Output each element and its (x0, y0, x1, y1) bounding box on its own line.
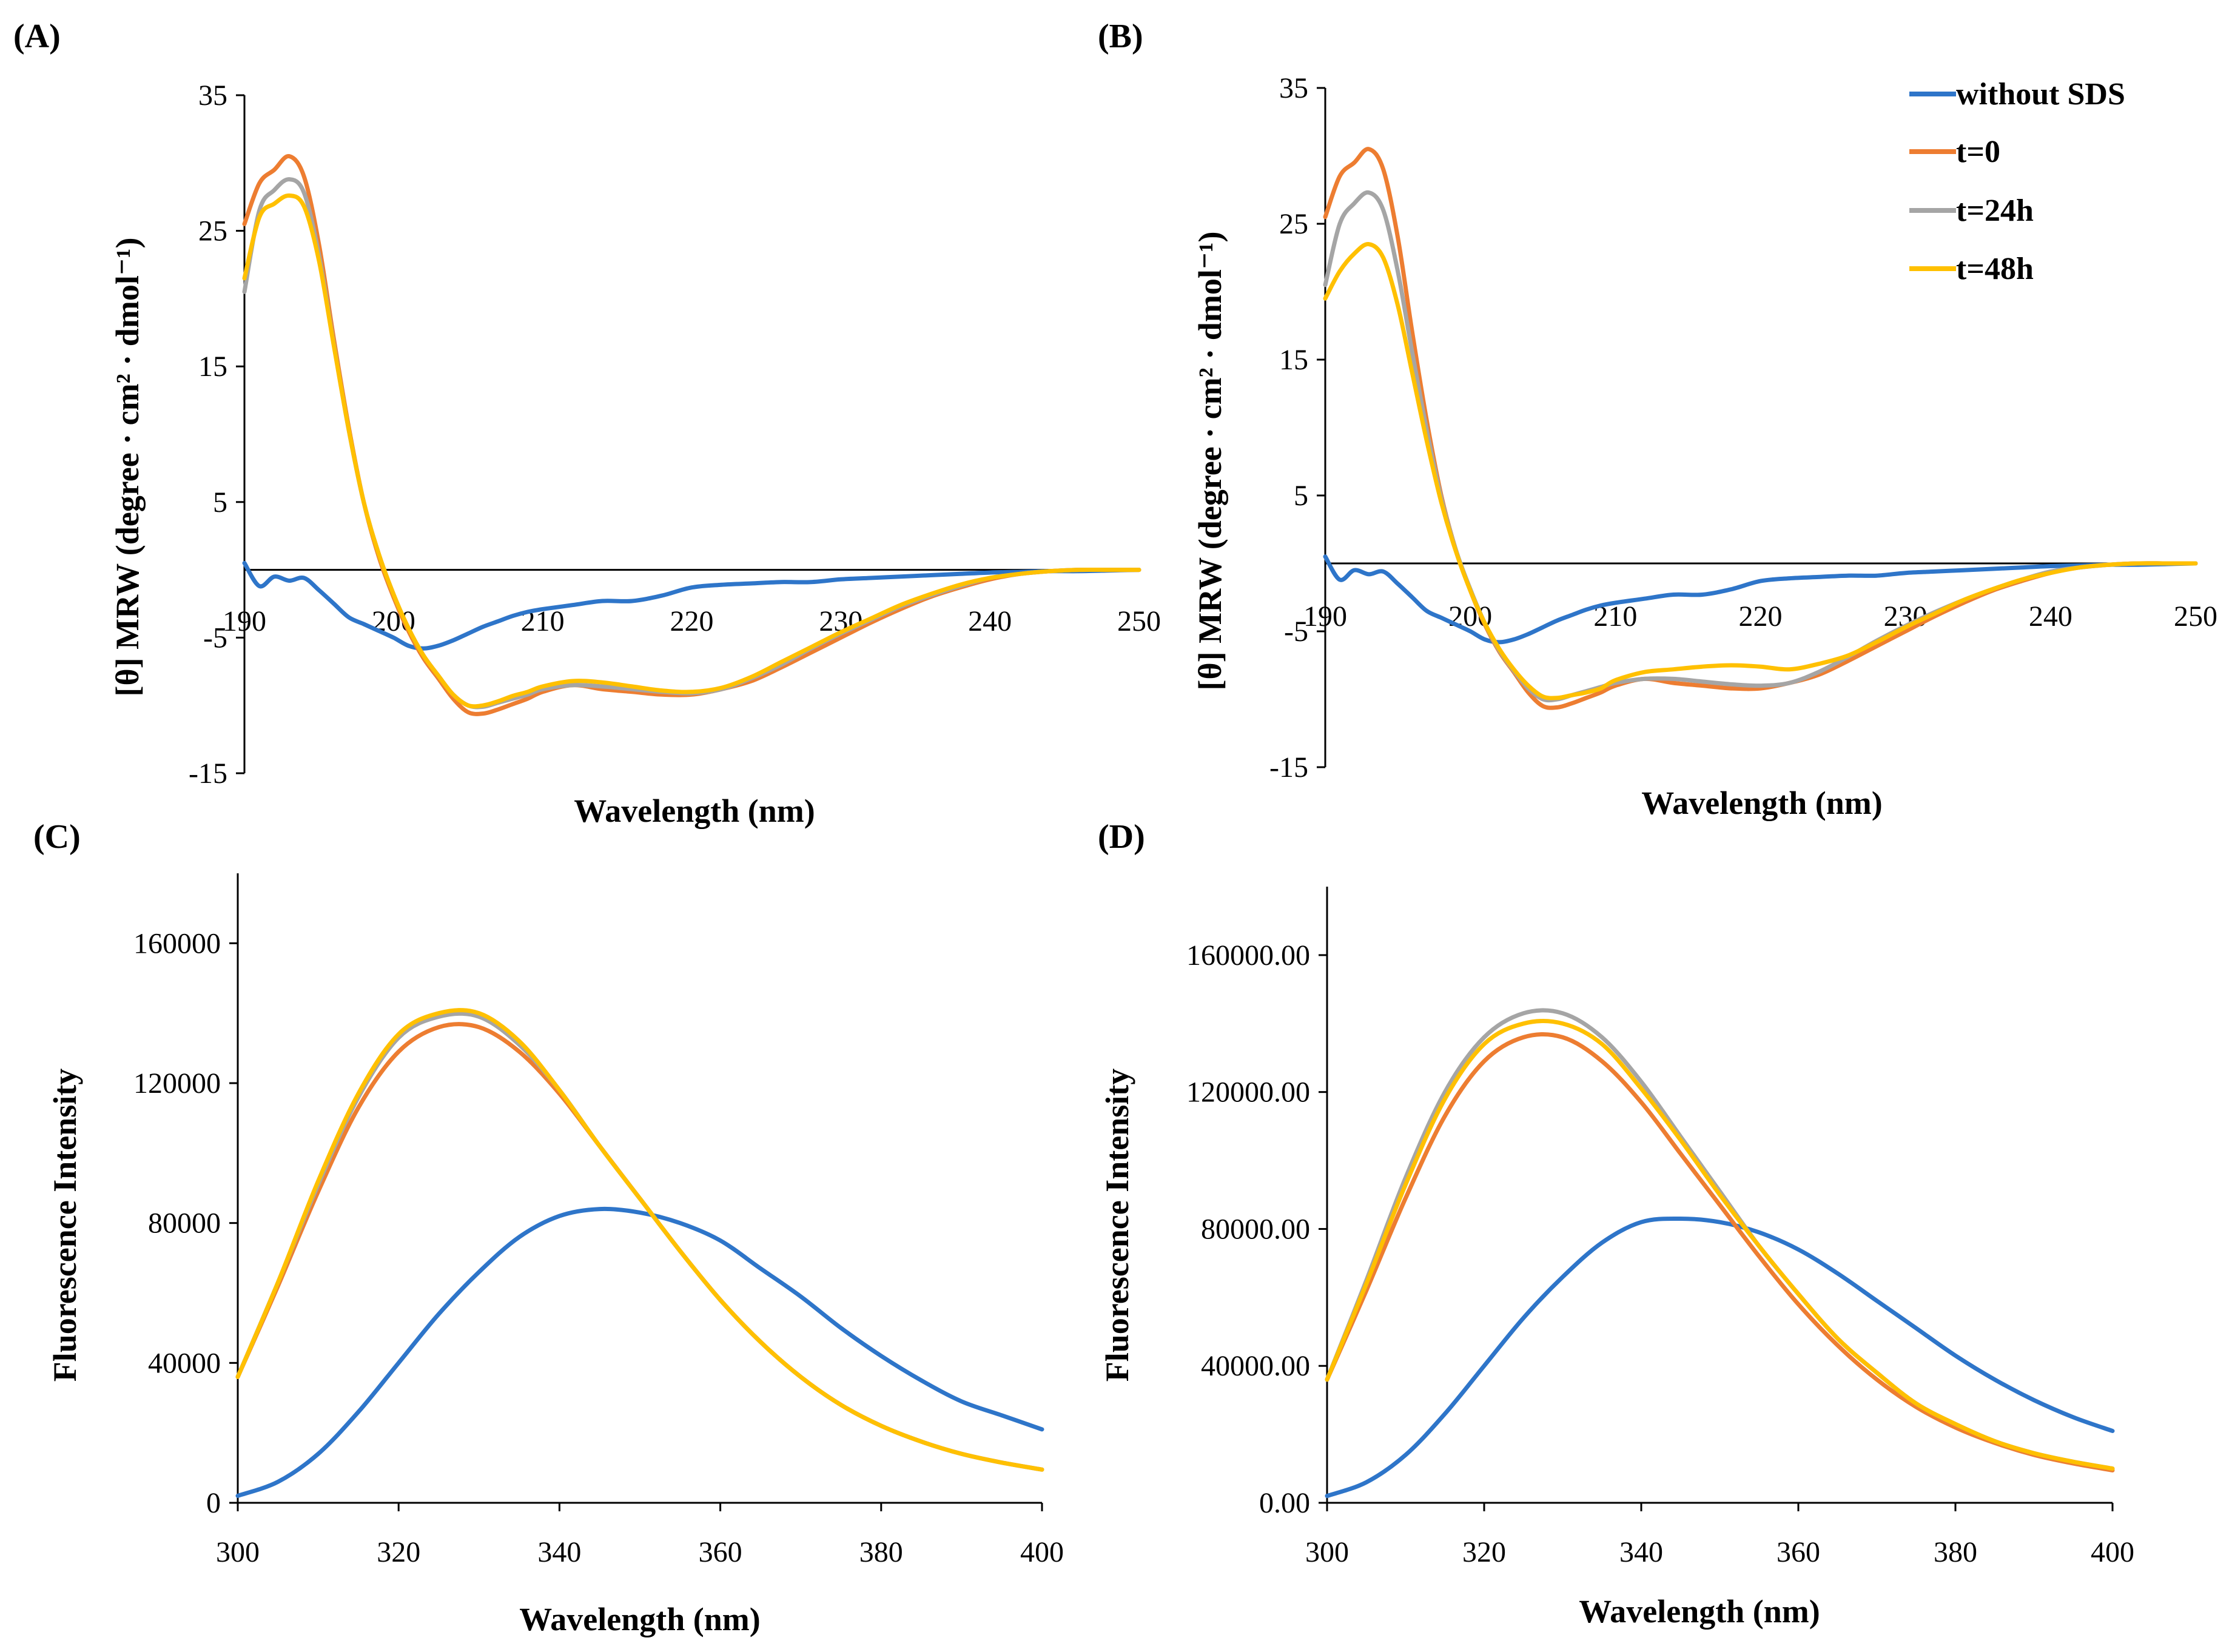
panel-b-y-axis-label: [θ] MRW (degree · cm² · dmol⁻¹) (1192, 231, 1228, 690)
legend-label-t48h: t=48h (1956, 252, 2034, 286)
panel-c-label: (C) (33, 818, 81, 856)
panel-c-x-tick-label: 360 (699, 1536, 742, 1568)
panel-c-y-tick-label: 0 (206, 1487, 221, 1519)
panel-a-x-axis-label: Wavelength (nm) (574, 793, 815, 829)
panel-a-y-axis-label: [θ] MRW (degree · cm² · dmol⁻¹) (109, 237, 146, 696)
panel-b-series-t48h (1323, 242, 2198, 700)
panel-d-x-tick-label: 340 (1619, 1536, 1663, 1568)
panel-b-y-tick-label: 5 (1294, 480, 1308, 512)
panel-d-y-tick-label: 40000.00 (1201, 1350, 1310, 1382)
panel-a-x-tick-label: 240 (968, 605, 1012, 637)
panel-d-y-tick-label: 80000.00 (1201, 1213, 1310, 1245)
panel-d-series-t48h (1325, 1019, 2115, 1471)
panel-c-x-axis-label: Wavelength (nm) (519, 1601, 761, 1637)
panel-b-y-tick-label: 35 (1279, 72, 1308, 104)
panel-c-x-tick-label: 340 (537, 1536, 581, 1568)
panel-d-x-tick-label: 320 (1462, 1536, 1506, 1568)
panel-d-label: (D) (1098, 818, 1145, 856)
panel-a-y-tick-label: -15 (189, 757, 227, 790)
panel-c-x-tick-label: 400 (1020, 1536, 1064, 1568)
panel-a-label: (A) (13, 18, 61, 55)
panel-a-x-tick-label: 220 (670, 605, 714, 637)
panel-d-x-axis-label: Wavelength (nm) (1579, 1593, 1820, 1630)
panel-a-y-tick-label: 35 (198, 79, 227, 112)
panel-b-y-tick-label: -15 (1269, 751, 1308, 784)
panel-d-x-tick-label: 360 (1777, 1536, 1820, 1568)
panel-d-y-tick-label: 0.00 (1259, 1487, 1310, 1519)
panel-c-series-t24h (235, 1011, 1044, 1472)
panel-c-x-tick-label: 380 (859, 1536, 903, 1568)
panel-c: (C) Wavelength (nm) Fluorescence Intensi… (33, 818, 1064, 1637)
panel-c-x-tick-label: 320 (377, 1536, 420, 1568)
panel-d-series-without-sds (1325, 1216, 2115, 1499)
panel-c-y-tick-label: 40000 (148, 1347, 221, 1379)
panel-a: (A) Wavelength (nm) [θ] MRW (degree · cm… (13, 18, 1161, 829)
legend-label-without-sds: without SDS (1956, 77, 2125, 112)
panel-b-y-tick-label: 25 (1279, 208, 1308, 240)
panel-b-y-tick-label: 15 (1279, 344, 1308, 376)
panel-a-y-tick-label: -5 (203, 622, 227, 654)
panel-c-y-tick-label: 80000 (148, 1207, 221, 1240)
panel-b-x-tick-label: 240 (2029, 600, 2072, 633)
panel-d-series-t0 (1325, 1032, 2115, 1472)
panel-c-y-tick-label: 120000 (133, 1067, 221, 1100)
panel-b-y-tick-label: -5 (1284, 616, 1308, 648)
panel-a-y-tick-label: 25 (198, 215, 227, 247)
panel-c-series-t48h (235, 1008, 1044, 1472)
panel-c-y-axis-label: Fluorescence Intensity (47, 1069, 83, 1382)
panel-b-x-tick-label: 250 (2174, 600, 2217, 633)
panel-d-x-tick-label: 300 (1305, 1536, 1349, 1568)
panel-d-y-tick-label: 160000.00 (1186, 939, 1310, 972)
panel-a-series-t48h (242, 193, 1141, 709)
panel-d-series-t24h (1325, 1008, 2115, 1471)
panel-d-x-tick-label: 400 (2091, 1536, 2134, 1568)
panel-a-x-tick-label: 250 (1117, 605, 1161, 637)
panel-c-series-without-sds (235, 1206, 1044, 1498)
panel-d: (D) Wavelength (nm) Fluorescence Intensi… (1098, 818, 2134, 1630)
panel-d-y-tick-label: 120000.00 (1186, 1076, 1310, 1109)
panel-b-x-tick-label: 220 (1739, 600, 1783, 633)
panel-a-y-tick-label: 5 (213, 486, 227, 519)
panel-a-series-without-sds (242, 560, 1141, 651)
panel-b: (B) Wavelength (nm) [θ] MRW (degree · cm… (1098, 18, 2217, 821)
panel-d-y-axis-label: Fluorescence Intensity (1099, 1069, 1135, 1382)
panel-b-series-without-sds (1323, 554, 2198, 645)
panel-d-x-tick-label: 380 (1934, 1536, 1977, 1568)
panel-b-x-tick-label: 190 (1303, 600, 1347, 633)
panel-c-x-tick-label: 300 (216, 1536, 260, 1568)
panel-a-x-tick-label: 190 (223, 605, 266, 637)
legend-label-t24h: t=24h (1956, 193, 2034, 228)
panel-b-x-axis-label: Wavelength (nm) (1641, 785, 1883, 821)
panel-a-y-tick-label: 15 (198, 351, 227, 383)
legend-label-t0: t=0 (1956, 135, 2000, 169)
legend: without SDS t=0 t=24h t=48h (1909, 77, 2125, 286)
panel-b-label: (B) (1098, 18, 1143, 55)
panel-c-y-tick-label: 160000 (133, 927, 221, 959)
